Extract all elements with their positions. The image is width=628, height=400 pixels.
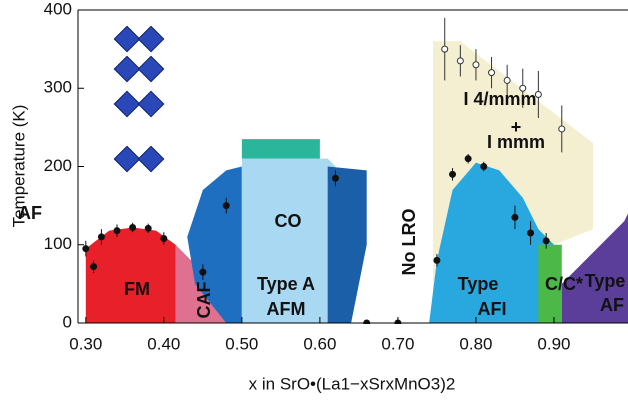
x-tick-label: 0.30 (69, 334, 102, 353)
data-point (91, 264, 97, 270)
data-point (543, 238, 549, 244)
data-point (114, 228, 120, 234)
chart: Temperature (K) x in SrO•(La1−xSrxMnO3)2… (0, 0, 628, 400)
data-point (559, 126, 565, 132)
region-label: I 4/mmm (463, 89, 536, 109)
data-point (200, 269, 206, 275)
data-point (489, 70, 495, 76)
data-point (481, 164, 487, 170)
data-point (223, 203, 229, 209)
data-point (457, 58, 463, 64)
data-point (83, 246, 89, 252)
region-label: C/C* (545, 274, 583, 294)
crystal-structure (114, 26, 163, 171)
region-label: Type (458, 274, 499, 294)
x-tick-label: 0.50 (225, 334, 258, 353)
y-tick-label: 100 (44, 234, 72, 253)
region-label: AFM (267, 299, 306, 319)
phase-region (242, 139, 320, 159)
x-tick-label: 0.90 (537, 334, 570, 353)
phase-region (86, 228, 176, 323)
x-axis-label: x in SrO•(La1−xSrxMnO3)2 (249, 374, 456, 393)
y-tick-label: 0 (63, 312, 72, 331)
region-label: FM (124, 279, 150, 299)
data-point (528, 230, 534, 236)
region-label: AF (18, 203, 42, 223)
data-point (332, 175, 338, 181)
x-tick-label: 0.70 (381, 334, 414, 353)
region-label: Type A (257, 274, 315, 294)
data-point (442, 46, 448, 52)
data-point (161, 235, 167, 241)
data-point (512, 214, 518, 220)
x-tick-label: 0.40 (147, 334, 180, 353)
region-label: AFI (478, 299, 507, 319)
x-tick-label: 0.60 (303, 334, 336, 353)
y-tick-label: 200 (44, 156, 72, 175)
phase-region (328, 167, 367, 324)
region-label: No LRO (399, 209, 419, 276)
data-point (98, 234, 104, 240)
data-point (504, 77, 510, 83)
data-point (434, 257, 440, 263)
x-tick-label: 0.80 (459, 334, 492, 353)
y-tick-label: 400 (44, 0, 72, 18)
region-label: I mmm (487, 132, 545, 152)
data-point (465, 156, 471, 162)
region-label: Type (585, 271, 626, 291)
data-point (473, 62, 479, 68)
y-tick-label: 300 (44, 78, 72, 97)
data-point (145, 225, 151, 231)
region-label: AF (600, 295, 624, 315)
region-label: CAF (194, 282, 214, 319)
data-point (130, 225, 136, 231)
region-label: CO (275, 211, 302, 231)
data-point (450, 171, 456, 177)
